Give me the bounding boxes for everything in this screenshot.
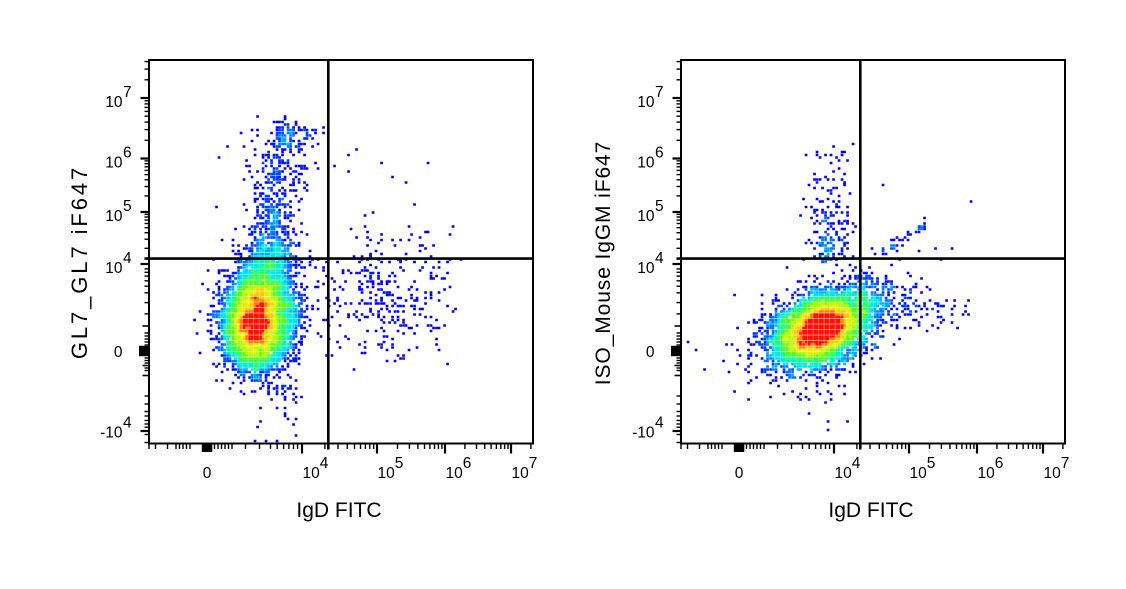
svg-text:10: 10 [446, 465, 464, 482]
svg-text:7: 7 [1061, 455, 1070, 472]
svg-text:6: 6 [463, 455, 472, 472]
svg-text:5: 5 [395, 455, 404, 472]
svg-text:10: 10 [910, 465, 928, 482]
svg-text:10: 10 [378, 465, 396, 482]
svg-text:4: 4 [320, 455, 329, 472]
svg-text:10: 10 [105, 94, 123, 111]
svg-text:10: 10 [835, 465, 853, 482]
svg-text:4: 4 [123, 250, 132, 267]
svg-text:4: 4 [655, 415, 664, 432]
svg-text:ISO_Mouse IgGM iF647: ISO_Mouse IgGM iF647 [592, 141, 615, 385]
svg-text:GL7_GL7 iF647: GL7_GL7 iF647 [67, 165, 92, 359]
svg-text:6: 6 [995, 455, 1004, 472]
svg-text:10: 10 [105, 260, 123, 277]
svg-text:0: 0 [114, 344, 123, 361]
svg-text:-10: -10 [100, 425, 123, 442]
svg-text:6: 6 [655, 145, 664, 162]
svg-text:0: 0 [203, 465, 212, 482]
svg-text:10: 10 [303, 465, 321, 482]
svg-text:10: 10 [1044, 465, 1062, 482]
svg-text:0: 0 [735, 465, 744, 482]
svg-text:4: 4 [655, 250, 664, 267]
svg-text:5: 5 [927, 455, 936, 472]
svg-text:10: 10 [637, 208, 655, 225]
svg-text:-10: -10 [632, 425, 655, 442]
svg-text:10: 10 [637, 260, 655, 277]
svg-text:5: 5 [123, 198, 132, 215]
svg-text:10: 10 [637, 155, 655, 172]
svg-text:7: 7 [123, 84, 132, 101]
svg-text:7: 7 [529, 455, 538, 472]
svg-text:4: 4 [123, 415, 132, 432]
svg-text:10: 10 [512, 465, 530, 482]
svg-text:7: 7 [655, 84, 664, 101]
svg-text:0: 0 [646, 344, 655, 361]
svg-text:10: 10 [105, 155, 123, 172]
svg-text:IgD FITC: IgD FITC [828, 499, 913, 522]
svg-text:10: 10 [637, 94, 655, 111]
svg-text:IgD FITC: IgD FITC [296, 499, 381, 522]
svg-text:6: 6 [123, 145, 132, 162]
svg-text:4: 4 [852, 455, 861, 472]
svg-text:5: 5 [655, 198, 664, 215]
svg-text:10: 10 [978, 465, 996, 482]
svg-text:10: 10 [105, 208, 123, 225]
